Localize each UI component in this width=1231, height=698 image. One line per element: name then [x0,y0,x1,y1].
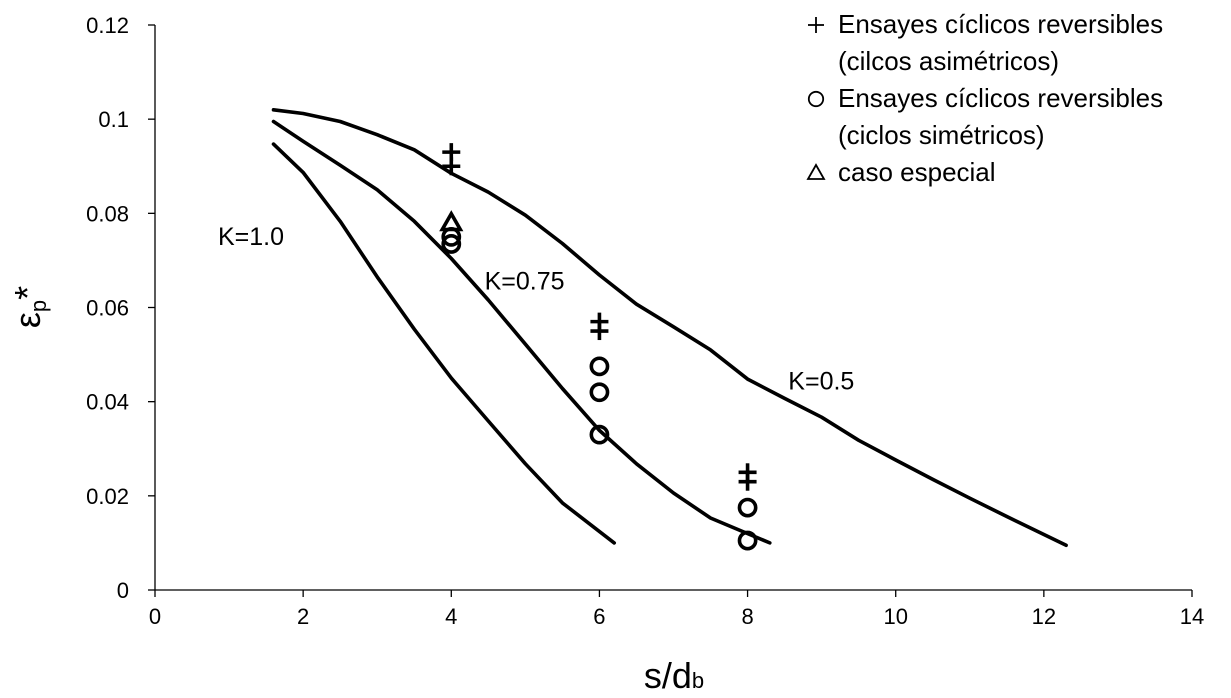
axes: 0 2 4 6 8 10 12 14 0 0.02 0.04 0.06 0.08 0.1 0.12 [86,13,1204,629]
data-point-circle [737,530,758,551]
x-tick-label: 10 [883,604,907,629]
x-axis-title: s/db [644,655,704,696]
x-tick-label: 2 [297,604,309,629]
y-tick-label: 0.02 [86,484,129,509]
x-tick-label: 4 [445,604,457,629]
y-tick-label: 0.08 [86,201,129,226]
x-tick-label: 6 [593,604,605,629]
data-point-plus [738,463,757,482]
legend-label: caso especial [838,157,996,187]
data-point-triangle [439,210,464,232]
data-point-circle [737,497,758,518]
legend-triangle-icon [806,163,826,180]
legend-item: Ensayes cíclicos reversibles (cilcos asim… [808,9,1163,76]
x-tick-label: 0 [149,604,161,629]
data-point-plus [442,143,461,162]
curve-k-0-5 [271,108,1068,548]
data-point-circle [589,356,610,377]
legend-item: caso especial [806,157,996,187]
y-tick-label: 0.1 [98,107,129,132]
x-tick-label: 12 [1032,604,1056,629]
data-markers [439,143,758,551]
x-tick-label: 8 [741,604,753,629]
y-tick-label: 0.04 [86,390,129,415]
legend-label: Ensayes cíclicos reversibles [838,83,1163,113]
legend: Ensayes cíclicos reversibles (cilcos asim… [806,9,1163,187]
curve-label: K=1.0 [218,223,284,251]
y-tick-label: 0 [117,578,129,603]
legend-label: Ensayes cíclicos reversibles [838,9,1163,39]
curves [271,108,1068,548]
legend-item: Ensayes cíclicos reversibles (ciclos simé… [807,83,1163,150]
data-point-circle [441,234,462,254]
curve-labels: K=1.0 K=0.75 K=0.5 [218,223,854,396]
data-point-plus [590,312,609,331]
data-point-circle [589,424,610,445]
curve-label: K=0.75 [485,268,565,296]
x-tick-label: 14 [1180,604,1204,629]
curve-k-0-75 [271,119,772,545]
curve-label: K=0.5 [788,367,854,395]
y-tick-label: 0.12 [86,13,129,38]
legend-label: (cilcos asimétricos) [838,46,1059,76]
legend-label: (ciclos simétricos) [838,120,1045,150]
legend-circle-icon [807,90,825,108]
curve-k-1-0 [271,142,616,545]
data-point-circle [589,382,610,403]
legend-plus-icon [808,17,824,33]
y-axis-title: εp* [7,286,51,328]
y-tick-label: 0.06 [86,296,129,321]
